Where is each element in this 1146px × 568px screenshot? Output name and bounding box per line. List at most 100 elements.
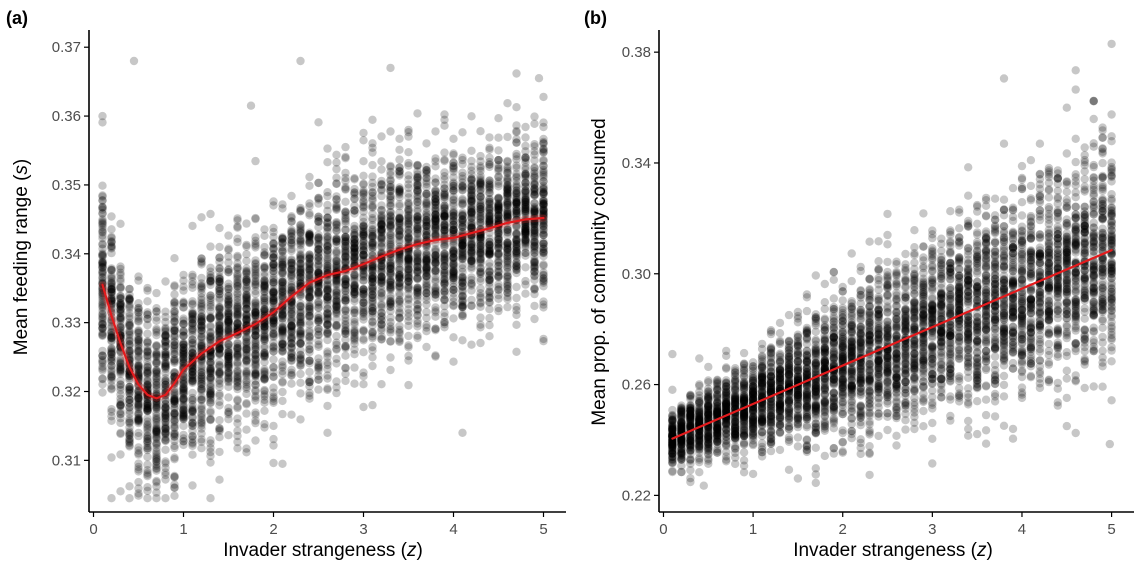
data-point: [395, 163, 404, 172]
data-point: [269, 253, 278, 262]
data-point: [377, 186, 386, 195]
data-point: [314, 217, 323, 226]
data-point: [215, 223, 224, 233]
data-point: [377, 301, 386, 310]
data-point: [458, 303, 467, 312]
data-point: [332, 300, 341, 310]
data-point: [305, 250, 314, 259]
data-point: [278, 387, 287, 397]
data-point: [179, 440, 188, 450]
data-point: [98, 202, 107, 212]
data-point: [107, 385, 116, 394]
data-point: [260, 423, 269, 432]
data-point: [305, 294, 314, 303]
data-point: [161, 348, 170, 357]
data-point: [116, 291, 125, 300]
data-point: [98, 351, 107, 360]
data-point: [98, 273, 107, 283]
data-point: [467, 245, 476, 255]
data-point: [386, 127, 395, 136]
data-point: [143, 329, 152, 338]
data-point: [98, 278, 107, 287]
data-point: [332, 220, 341, 230]
data-point: [215, 293, 224, 303]
data-point: [116, 322, 125, 332]
data-point: [107, 296, 116, 305]
data-point: [350, 329, 359, 338]
data-point: [404, 183, 413, 193]
data-point: [314, 317, 323, 326]
data-point: [98, 196, 107, 205]
data-point: [107, 370, 116, 379]
data-point: [98, 355, 107, 365]
data-point: [107, 279, 116, 288]
data-point: [107, 416, 116, 425]
data-point: [242, 343, 251, 352]
data-point: [260, 297, 269, 306]
data-point: [458, 273, 467, 282]
data-point: [503, 99, 512, 108]
data-point: [332, 280, 341, 289]
data-point: [152, 316, 161, 325]
data-point: [377, 324, 386, 333]
data-point: [179, 286, 188, 295]
data-point: [458, 222, 467, 232]
data-point: [224, 279, 233, 288]
data-point: [143, 314, 152, 323]
data-point: [278, 243, 287, 252]
data-point: [233, 311, 242, 320]
data-point: [287, 335, 296, 344]
data-point: [305, 172, 314, 182]
data-point: [233, 349, 242, 358]
data-point: [107, 344, 116, 353]
data-point: [485, 184, 494, 193]
data-point: [242, 250, 251, 259]
data-point: [116, 363, 125, 372]
data-point: [107, 365, 116, 374]
data-point: [512, 161, 521, 170]
data-point: [233, 419, 242, 428]
data-point: [116, 302, 125, 311]
data-point: [539, 189, 548, 198]
data-point: [116, 305, 125, 314]
data-point: [269, 441, 278, 450]
data-point: [98, 258, 107, 267]
data-point: [251, 369, 260, 378]
data-point: [440, 148, 449, 157]
data-point: [242, 304, 251, 313]
data-point: [152, 404, 161, 414]
data-point: [359, 402, 368, 412]
data-point: [143, 494, 152, 503]
data-point: [116, 428, 125, 438]
data-point: [134, 344, 143, 353]
data-point: [332, 344, 341, 353]
data-point: [422, 166, 431, 175]
data-point: [170, 307, 179, 316]
data-point: [116, 414, 125, 423]
data-point: [521, 158, 530, 167]
data-point: [287, 269, 296, 279]
data-point: [125, 294, 134, 303]
data-point: [125, 434, 134, 444]
data-point: [188, 338, 197, 348]
data-point: [503, 166, 512, 175]
data-point: [197, 313, 206, 322]
data-point: [98, 263, 107, 272]
data-point: [98, 231, 107, 240]
data-point: [107, 264, 116, 273]
data-point: [476, 192, 485, 202]
data-point: [116, 302, 125, 311]
data-point: [449, 253, 458, 262]
data-point: [278, 339, 287, 348]
data-point: [296, 302, 305, 312]
data-point: [332, 192, 341, 201]
data-point: [170, 396, 179, 405]
data-point: [332, 235, 341, 244]
data-point: [431, 266, 440, 275]
data-point: [98, 330, 107, 339]
data-point: [242, 333, 251, 343]
data-point: [440, 220, 449, 229]
data-point: [197, 323, 206, 332]
data-point: [287, 348, 296, 358]
data-point: [512, 244, 521, 253]
